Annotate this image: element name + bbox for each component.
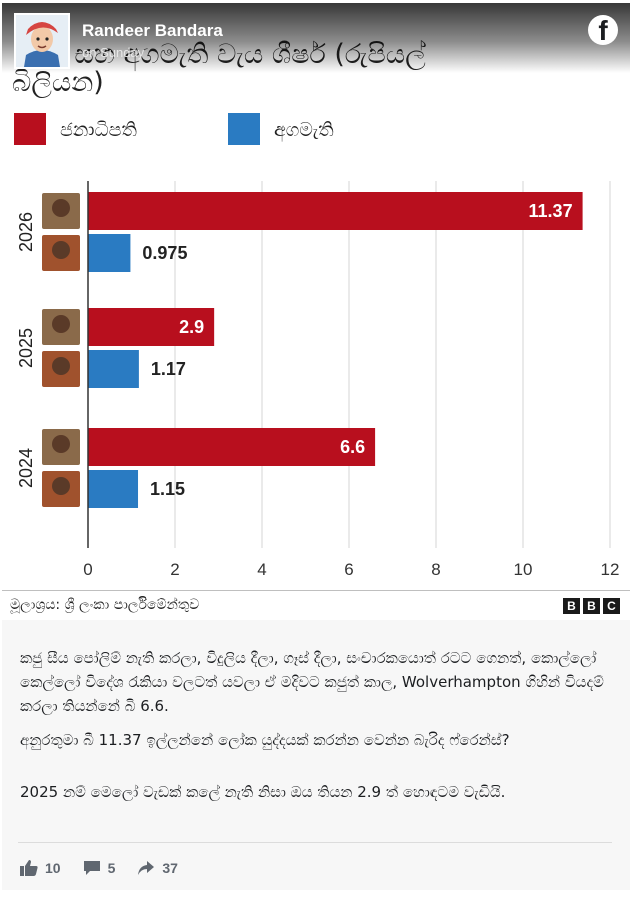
legend-label: ජනාධිපති	[60, 119, 137, 141]
post-body	[2, 620, 630, 890]
data-label: 1.15	[150, 479, 185, 499]
thumbs-up-icon	[20, 860, 38, 876]
legend-label: අගමැති	[274, 119, 334, 142]
like-count: 10	[45, 860, 61, 876]
bbc-logo-letter: C	[603, 598, 620, 614]
x-tick-label: 8	[431, 560, 440, 579]
bar	[88, 428, 376, 466]
chart-x-axis: 0 2 4 6 8 10 12	[83, 181, 619, 579]
facebook-logo-icon[interactable]: f	[588, 15, 618, 45]
data-label: 11.37	[529, 201, 573, 221]
bbc-logo-letter: B	[563, 598, 580, 614]
person-photo-face	[52, 315, 70, 333]
share-arrow-icon	[138, 861, 155, 875]
x-tick-label: 4	[257, 560, 266, 579]
data-label: 2.9	[179, 317, 204, 337]
like-button[interactable]: 10	[20, 860, 61, 876]
author-name[interactable]: Randeer Bandara	[82, 21, 223, 40]
person-photo-face	[52, 199, 70, 217]
chart-source-strip: මූලාශ්‍රය: ශ්‍රී ලංකා පාර්ලිමේන්තුව B B …	[2, 590, 630, 620]
x-tick-label: 2	[170, 560, 179, 579]
x-tick-label: 10	[514, 560, 533, 579]
author-avatar[interactable]	[14, 13, 70, 69]
x-tick-label: 6	[344, 560, 353, 579]
post-paragraph: 2025 නම් මෙලෝ වැඩක් කලේ නැති නිසා ඔය තිය…	[20, 783, 506, 801]
bar	[88, 192, 583, 230]
post-timestamp[interactable]: on Sunday	[82, 45, 145, 60]
chart-image[interactable]: ... සහ අගමැති වැය ශීර්ෂ (රුපියල් බිලියන)…	[2, 3, 630, 619]
post-header: Randeer Bandara on Sunday f	[2, 3, 630, 73]
avatar-cartoon-icon	[16, 15, 68, 67]
share-button[interactable]: 37	[137, 860, 178, 876]
budget-bar-chart: ... සහ අගමැති වැය ශීර්ෂ (රුපියල් බිලියන)…	[12, 39, 619, 579]
reaction-bar: 10 5 37	[20, 856, 178, 880]
x-tick-label: 0	[83, 560, 92, 579]
chart-gridlines	[174, 181, 611, 548]
legend-swatch	[228, 113, 260, 145]
x-tick-label: 12	[601, 560, 620, 579]
comment-count: 5	[107, 860, 116, 876]
share-count: 37	[162, 860, 178, 876]
bbc-logo: B B C	[563, 598, 620, 614]
data-label: 0.975	[142, 243, 187, 263]
chart-source: මූලාශ්‍රය: ශ්‍රී ලංකා පාර්ලිමේන්තුව	[10, 597, 200, 613]
chart-legend: ජනාධිපති අගමැති	[14, 113, 334, 145]
comment-button[interactable]: 5	[83, 860, 116, 876]
legend-swatch	[14, 113, 46, 145]
post-paragraph: කජු සීය පෝලිම් නැති කරලා, විදුලිය දීලා, …	[20, 649, 604, 715]
bar	[88, 234, 131, 272]
category-label: 2026	[16, 212, 36, 252]
category-label: 2024	[16, 448, 36, 488]
person-photo-face	[52, 477, 70, 495]
divider	[18, 842, 612, 843]
bar	[88, 470, 139, 508]
data-label: 1.17	[151, 359, 186, 379]
person-photo-face	[52, 357, 70, 375]
post-paragraph: අනුරතුමා බී 11.37 ඉල්ලන්නේ ලෝක යුද්දයක් …	[20, 731, 510, 749]
comment-icon	[83, 861, 100, 875]
category-label: 2025	[16, 328, 36, 368]
data-label: 6.6	[340, 437, 365, 457]
bar	[88, 308, 215, 346]
bar	[88, 350, 139, 388]
bbc-logo-letter: B	[583, 598, 600, 614]
chart-bars: 2026 11.37 0.975 2025 2.9 1.17 2024 6.6 1.15	[16, 192, 583, 508]
person-photo-face	[52, 241, 70, 259]
person-photo-face	[52, 435, 70, 453]
